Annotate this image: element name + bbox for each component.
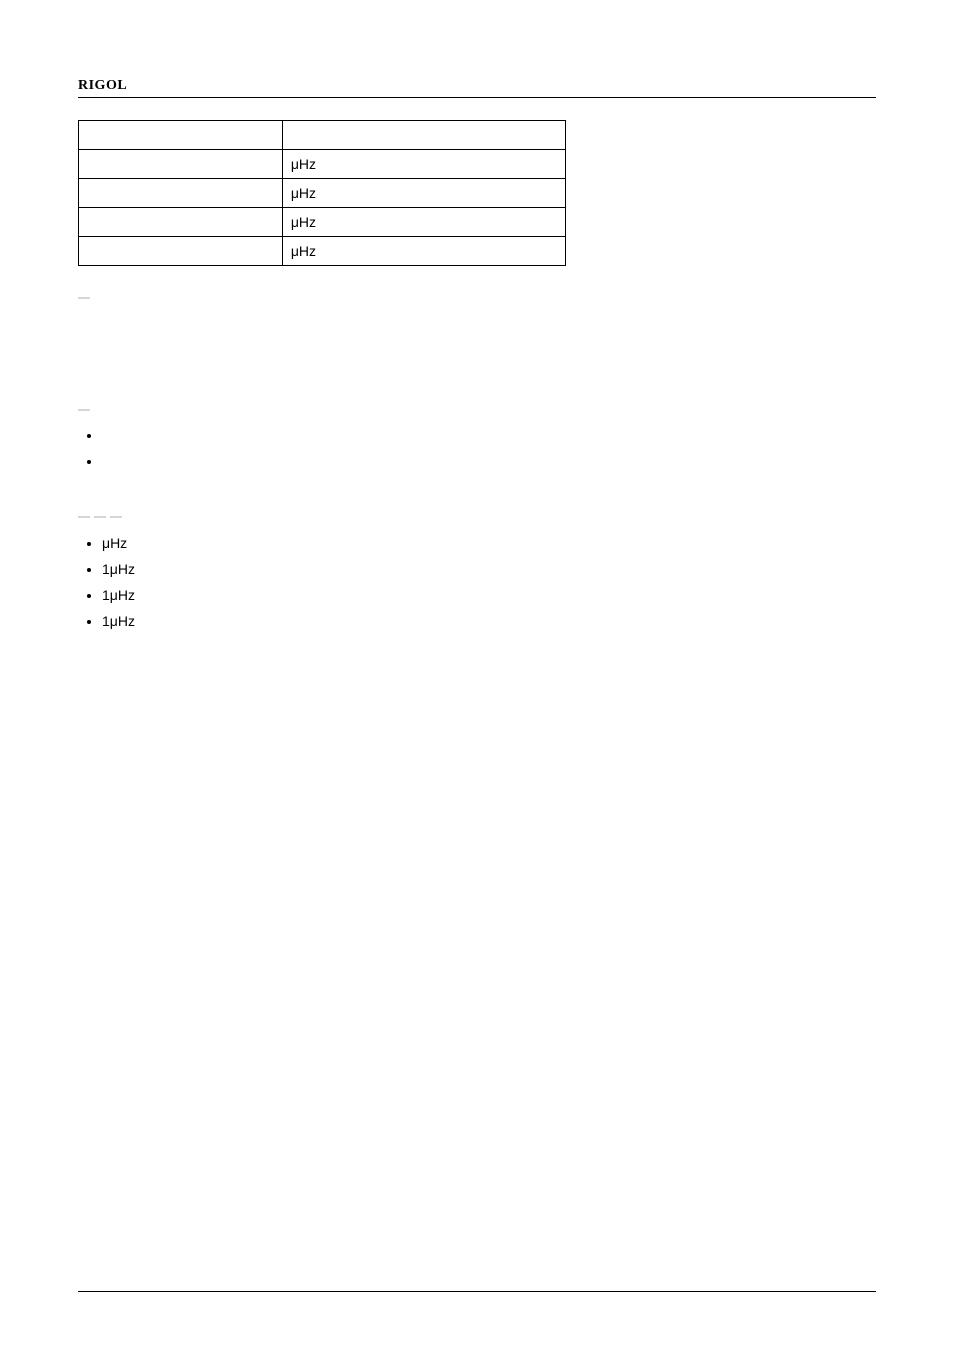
document-page: RIGOL μHz μHz μHz μHz [0, 0, 954, 1348]
brand-label: RIGOL [78, 78, 127, 93]
table-cell-range: μHz [282, 237, 565, 266]
range-bullet-list: μHz 1μHz 1μHz 1μHz [78, 531, 876, 635]
frequency-table: μHz μHz μHz μHz [78, 120, 566, 266]
softkey [78, 516, 90, 518]
table-cell-range: μHz [282, 179, 565, 208]
footer-rule [78, 1291, 876, 1292]
table-row: μHz [79, 179, 566, 208]
table-cell-label [79, 179, 283, 208]
list-item: μHz [102, 531, 876, 557]
paragraph-1 [78, 284, 876, 306]
frequency-table-wrap: μHz μHz μHz μHz [78, 120, 876, 266]
list-item: 1μHz [102, 583, 876, 609]
table-row: μHz [79, 237, 566, 266]
list-item: 1μHz [102, 557, 876, 583]
softkey [78, 409, 90, 411]
table-cell-label [79, 237, 283, 266]
table-row: μHz [79, 150, 566, 179]
list-item [102, 423, 876, 449]
table-row [79, 121, 566, 150]
softkey [94, 516, 106, 518]
table-cell-range: μHz [282, 150, 565, 179]
page-header: RIGOL [78, 76, 876, 98]
list-item [102, 449, 876, 475]
softkey [110, 516, 122, 518]
table-cell-label [79, 208, 283, 237]
softkey [78, 297, 90, 299]
table-cell-range [282, 121, 565, 150]
start-freq-paragraph [78, 503, 876, 525]
intro-paragraph [78, 396, 876, 418]
header-rule [78, 97, 876, 98]
table-row: μHz [79, 208, 566, 237]
intro-bullet-list [78, 423, 876, 475]
table-cell-range: μHz [282, 208, 565, 237]
table-cell-label [79, 121, 283, 150]
page-footer [78, 1291, 876, 1298]
list-item: 1μHz [102, 609, 876, 635]
table-cell-label [79, 150, 283, 179]
